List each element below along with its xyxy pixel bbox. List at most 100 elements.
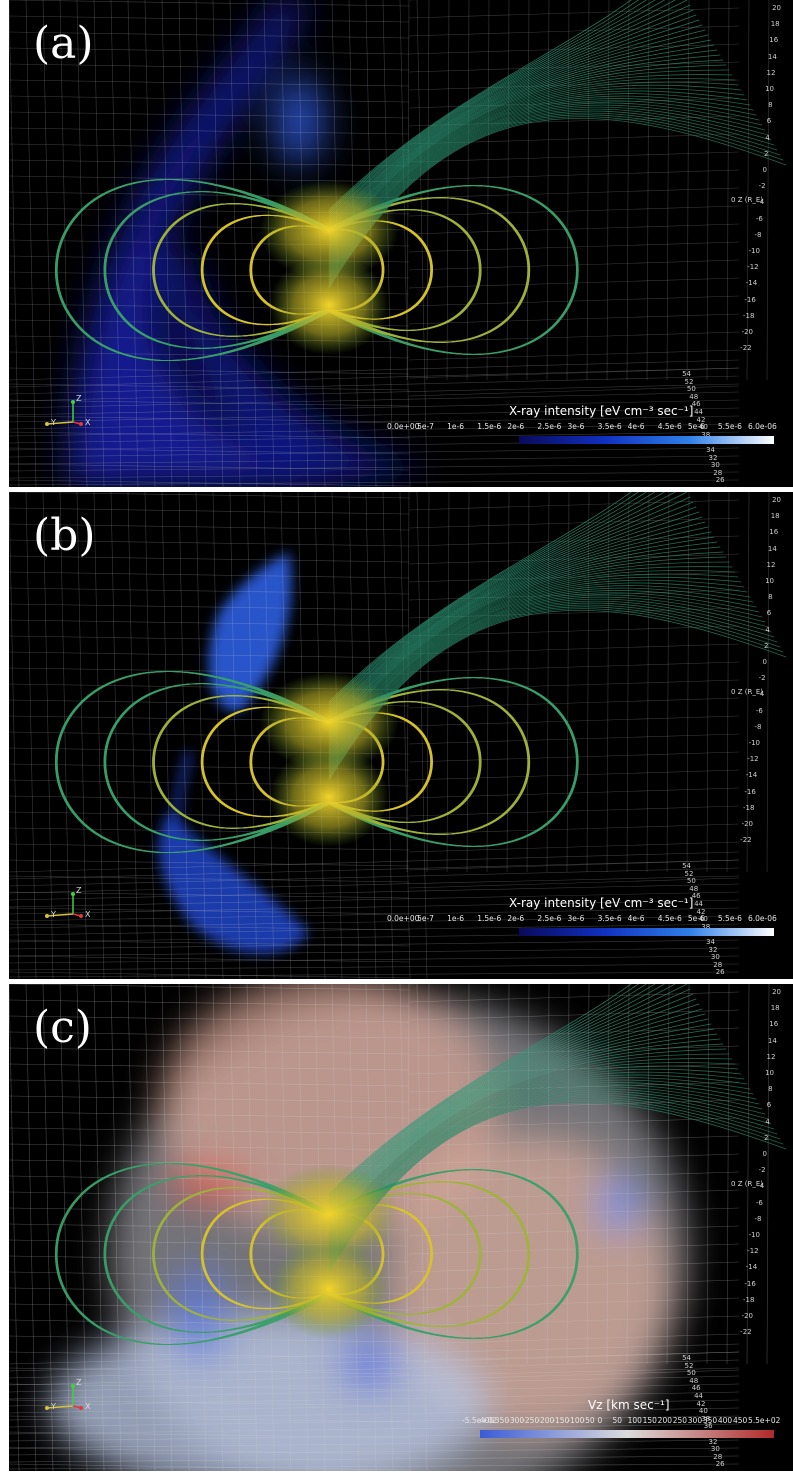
z-axis: 20 18 16 14 12 10 8 6 4 2 0 -2 -4 -6 -8 -10 -12 -14 -16 -18…: [682, 4, 787, 484]
legend-tick-label: 5e-6: [687, 914, 705, 923]
z-axis-tick: -6: [755, 1198, 763, 1207]
z-axis-tick: 12: [766, 560, 776, 569]
z-axis-tick: 14: [767, 1036, 777, 1045]
legend-tick-label: 200: [657, 1416, 672, 1425]
z-axis-tick: 14: [767, 52, 777, 61]
depth-axis-tick: 42: [696, 1399, 706, 1408]
legend-tick-label: 300: [687, 1416, 703, 1425]
z-axis-tick: 12: [766, 1052, 776, 1061]
depth-axis-tick: 48: [689, 392, 699, 401]
legend-tick-label: 250: [672, 1416, 688, 1425]
legend-tick-label: -100: [567, 1416, 585, 1425]
z-axis-tick: 10: [765, 85, 774, 93]
z-axis-tick: -4: [757, 198, 765, 207]
triad-z-label: Z: [76, 394, 82, 403]
legend-tick-label: 4.5e-6: [657, 422, 682, 431]
legend-color-bar: [480, 1430, 774, 1438]
z-axis-tick: -12: [747, 1247, 759, 1256]
z-axis-tick: 16: [769, 528, 779, 537]
z-axis-tick: -8: [754, 1214, 762, 1223]
z-axis-tick: -20: [741, 328, 753, 336]
depth-axis-tick: 34: [706, 446, 715, 454]
z-axis-tick: -16: [744, 295, 756, 304]
triad-y-label: Y: [51, 1402, 56, 1411]
z-axis-tick: 6: [766, 1101, 772, 1110]
z-axis-tick: 6: [766, 609, 772, 618]
z-axis-tick: 6: [766, 117, 772, 126]
depth-axis-tick: 54: [682, 1354, 691, 1362]
color-legend: X-ray intensity [eV cm⁻³ sec⁻¹] 0.0e+00 5e…: [387, 896, 777, 946]
depth-axis-tick: 40: [698, 1407, 708, 1416]
z-axis-tick: -20: [741, 820, 753, 828]
depth-axis-tick: 54: [682, 370, 691, 378]
legend-tick-label: 2e-6: [507, 914, 525, 923]
z-axis-tick: 10: [765, 1069, 774, 1077]
legend-title: Vz [km sec⁻¹]: [588, 1398, 670, 1412]
depth-axis-tick: 40: [698, 423, 708, 432]
legend-tick-label: 4.5e-6: [657, 914, 682, 923]
depth-axis-tick: 48: [689, 884, 699, 893]
z-axis-tick: -20: [741, 1312, 753, 1320]
depth-axis-tick: 44: [694, 900, 703, 908]
legend-tick-label: -5.5e+02: [462, 1416, 498, 1425]
z-axis-tick: 18: [770, 1004, 780, 1013]
depth-axis-tick: 32: [708, 453, 718, 462]
z-axis-tick: 0: [762, 658, 767, 666]
z-axis-tick: -10: [748, 247, 760, 255]
legend-tick-label: 4e-6: [627, 914, 645, 923]
depth-axis-tick: 32: [708, 1437, 718, 1446]
legend-tick-label: 3.5e-6: [597, 422, 622, 431]
depth-axis-tick: 46: [691, 892, 701, 901]
depth-axis-tick: 30: [710, 1445, 720, 1454]
z-axis-tick: -12: [747, 755, 759, 764]
legend-tick-label: 2.5e-6: [537, 914, 562, 923]
legend-tick-label: 1.5e-6: [477, 422, 502, 431]
z-axis-tick: -2: [758, 674, 766, 683]
legend-tick-label: 1e-6: [447, 422, 465, 431]
orientation-triad: Z Y X: [39, 1378, 99, 1420]
color-legend: X-ray intensity [eV cm⁻³ sec⁻¹] 0.0e+00 5e…: [387, 404, 777, 454]
z-axis-tick: 4: [765, 133, 770, 142]
z-axis-tick: -14: [745, 1263, 758, 1272]
legend-tick-label: 3e-6: [567, 914, 585, 923]
legend-tick-label: 5e-6: [687, 422, 705, 431]
depth-axis-tick: 30: [710, 953, 720, 962]
z-axis-tick: -4: [757, 1182, 765, 1191]
legend-tick-label: 6.0e-06: [748, 914, 777, 923]
z-axis-tick: -18: [742, 311, 755, 320]
legend-tick-label: -300: [507, 1416, 525, 1425]
depth-axis-tick: 28: [713, 1452, 723, 1461]
legend-tick-label: 5.5e+02: [748, 1416, 781, 1425]
z-axis-tick: 8: [768, 101, 773, 110]
legend-tick-label: -350: [492, 1416, 510, 1425]
depth-axis-tick: 38: [701, 922, 711, 931]
z-axis-tick: 2: [763, 1133, 769, 1142]
depth-axis-tick: 50: [686, 1369, 696, 1378]
depth-axis-tick: 28: [713, 960, 723, 969]
z-axis-tick: 0: [762, 1150, 767, 1158]
z-axis-tick: 8: [768, 593, 773, 602]
rendered-scene: [9, 0, 787, 487]
rendered-scene: [9, 492, 787, 979]
figure-panel-3: (c) 20 18 16 14 12 10 8 6 4 2 0 -2 -4 -6 -8 -10 -12 -14 -16…: [9, 984, 793, 1471]
depth-axis-tick: 30: [710, 461, 720, 470]
z-axis-tick: -4: [757, 690, 765, 699]
depth-axis-tick: 50: [686, 385, 696, 394]
z-axis-tick: 4: [765, 625, 770, 634]
z-axis-tick: -22: [740, 1328, 752, 1337]
triad-y-label: Y: [51, 910, 56, 919]
legend-tick-label: 150: [642, 1416, 657, 1425]
legend-tick-label: 350: [702, 1416, 718, 1425]
legend-tick-label: 5.5e-6: [717, 422, 742, 431]
legend-tick-label: -250: [522, 1416, 540, 1425]
legend-tick-label: -50: [582, 1416, 595, 1425]
z-axis-tick: -14: [745, 771, 758, 780]
orientation-triad: Z Y X: [39, 394, 99, 436]
depth-axis-tick: 46: [691, 400, 701, 409]
depth-axis-tick: 54: [682, 862, 691, 870]
z-axis-tick: 20: [772, 496, 781, 504]
legend-color-bar: [519, 436, 774, 444]
z-axis-tick: -6: [755, 706, 763, 715]
legend-tick-label: -200: [537, 1416, 555, 1425]
depth-axis-tick: 28: [713, 468, 723, 477]
